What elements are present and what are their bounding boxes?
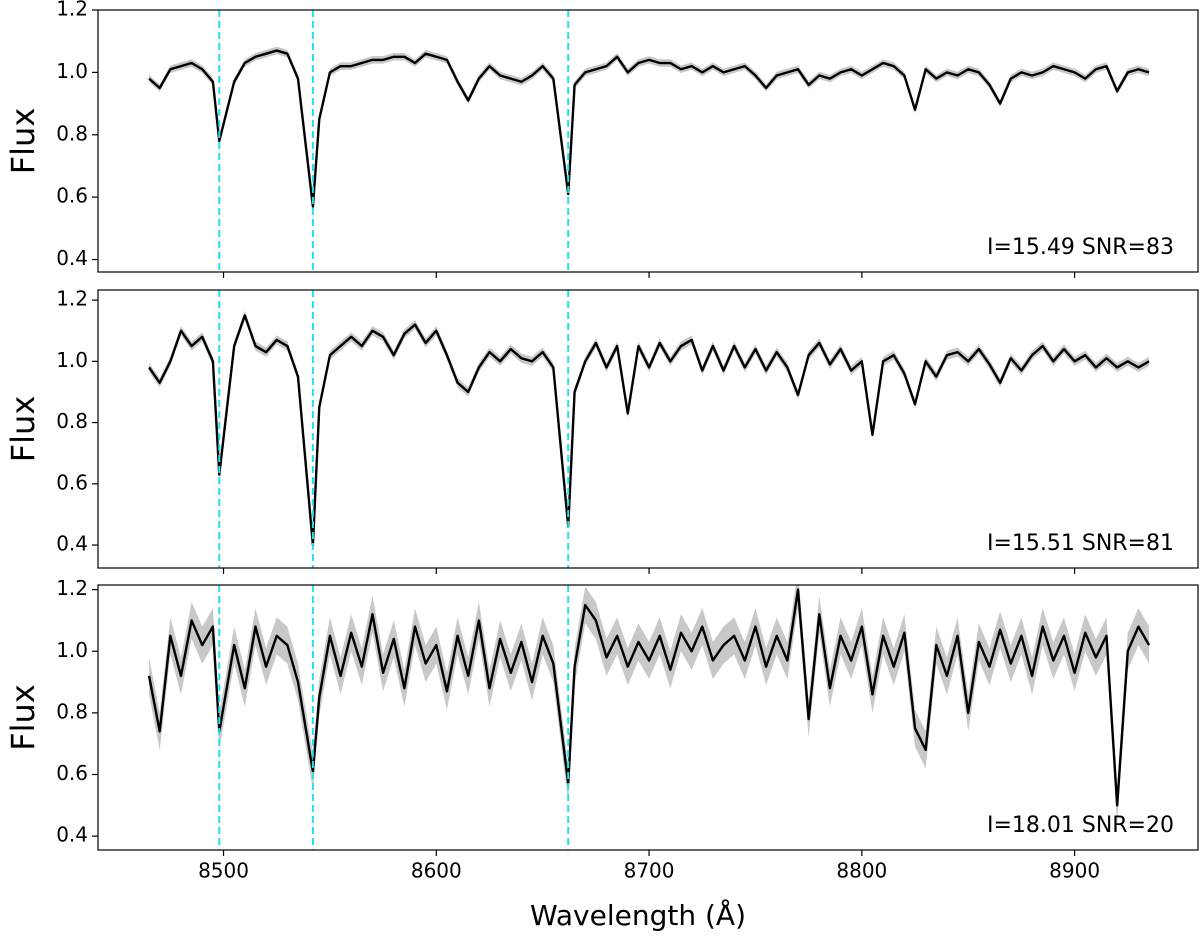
spectrum-line: [147, 588, 1151, 807]
y-axis-label: Flux: [4, 684, 42, 751]
y-tick-label: 0.4: [56, 532, 88, 556]
y-tick-label: 0.8: [56, 409, 88, 433]
spectrum-line: [148, 314, 1150, 547]
error-band: [149, 585, 1150, 824]
annotation: I=18.01 SNR=20: [987, 813, 1174, 838]
x-axis-label: Wavelength (Å): [530, 898, 746, 932]
y-tick-label: 0.6: [56, 761, 88, 785]
annotation: I=15.51 SNR=81: [987, 531, 1174, 556]
y-axis-label: Flux: [4, 396, 42, 463]
panel: 0.4 0.6 0.8 1.0 1.2 Flux I=15.51 SNR=81: [4, 287, 1199, 574]
y-tick-label: 1.2: [56, 287, 88, 311]
y-tick-label: 1.0: [56, 638, 88, 662]
plot-area: [147, 585, 1151, 824]
y-tick-label: 0.6: [56, 470, 88, 494]
axes-frame: [97, 289, 1199, 569]
y-tick-label: 1.0: [56, 59, 88, 83]
error-band: [149, 46, 1150, 211]
axes-frame: [97, 9, 1199, 273]
y-tick-label: 0.6: [56, 184, 88, 208]
y-tick-label: 0.4: [56, 823, 88, 847]
plot-area: [148, 310, 1150, 550]
error-band: [149, 310, 1150, 550]
y-tick-label: 0.4: [56, 246, 88, 270]
y-tick-label: 1.0: [56, 348, 88, 372]
x-tick-label: 8500: [198, 859, 249, 883]
y-tick-label: 1.2: [56, 0, 88, 21]
x-tick-label: 8800: [836, 859, 887, 883]
annotation: I=15.49 SNR=83: [987, 235, 1174, 260]
y-tick-label: 0.8: [56, 121, 88, 145]
spectrum-line: [148, 49, 1150, 208]
y-axis-label: Flux: [4, 108, 42, 175]
x-tick-label: 8600: [411, 859, 462, 883]
x-tick-label: 8900: [1049, 859, 1100, 883]
x-tick-label: 8700: [624, 859, 675, 883]
plot-area: [148, 46, 1150, 211]
y-tick-label: 0.8: [56, 699, 88, 723]
panel: 0.4 0.6 0.8 1.0 1.2 8500 8600 8700 8800 8900 Flux I…: [4, 576, 1199, 932]
y-tick-label: 1.2: [56, 576, 88, 600]
panel: 0.4 0.6 0.8 1.0 1.2 Flux I=15.49 SNR=83: [4, 0, 1199, 278]
axes-frame: [97, 584, 1199, 851]
